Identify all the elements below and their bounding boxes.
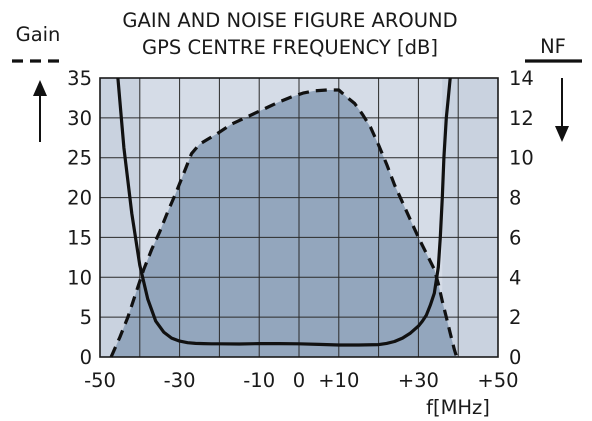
nf-series-line bbox=[116, 77, 452, 347]
x-tick-label: +50 bbox=[477, 369, 518, 392]
y-right-tick-label: 8 bbox=[509, 187, 521, 210]
y-left-tick-label: 30 bbox=[67, 107, 92, 130]
plot-border bbox=[99, 77, 499, 358]
chart-subtitle: GPS CENTRE FREQUENCY [dB] bbox=[142, 36, 438, 59]
y-right-tick-label: 14 bbox=[509, 67, 534, 90]
left-axis-label: Gain bbox=[16, 23, 61, 46]
y-right-tick-label: 4 bbox=[509, 266, 521, 289]
y-right-tick-label: 6 bbox=[509, 226, 521, 249]
gain-fill-area bbox=[111, 90, 457, 357]
x-tick-label: +30 bbox=[398, 369, 439, 392]
x-axis-label: f[MHz] bbox=[426, 396, 490, 419]
nf-down-arrow-head bbox=[555, 126, 569, 142]
gain-up-arrow-head bbox=[33, 80, 47, 96]
y-right-tick-label: 10 bbox=[509, 147, 534, 170]
y-right-tick-label: 12 bbox=[509, 107, 534, 130]
y-left-tick-label: 0 bbox=[80, 346, 92, 369]
x-tick-label: 0 bbox=[293, 369, 305, 392]
y-right-tick-label: 0 bbox=[509, 346, 521, 369]
y-left-tick-label: 35 bbox=[67, 67, 92, 90]
y-left-tick-label: 5 bbox=[80, 306, 92, 329]
axis-decorations bbox=[12, 59, 582, 142]
chart-title: GAIN AND NOISE FIGURE AROUND bbox=[122, 9, 457, 32]
gain-series-line bbox=[109, 88, 459, 358]
y-left-tick-label: 25 bbox=[67, 147, 92, 170]
y-left-tick-label: 20 bbox=[67, 187, 92, 210]
y-right-tick-label: 2 bbox=[509, 306, 521, 329]
y-left-tick-label: 15 bbox=[67, 226, 92, 249]
tick-labels: 0 5 10 15 20 25 30 35 0 2 4 6 8 10 12 14 -50 -30 -10 0 +10 +3… bbox=[67, 67, 534, 392]
x-tick-label: +10 bbox=[318, 369, 359, 392]
plot-area bbox=[99, 77, 499, 358]
x-tick-label: -30 bbox=[164, 369, 196, 392]
y-left-tick-label: 10 bbox=[67, 266, 92, 289]
x-tick-label: -50 bbox=[84, 369, 116, 392]
x-tick-label: -10 bbox=[243, 369, 275, 392]
right-axis-label: NF bbox=[540, 35, 566, 58]
